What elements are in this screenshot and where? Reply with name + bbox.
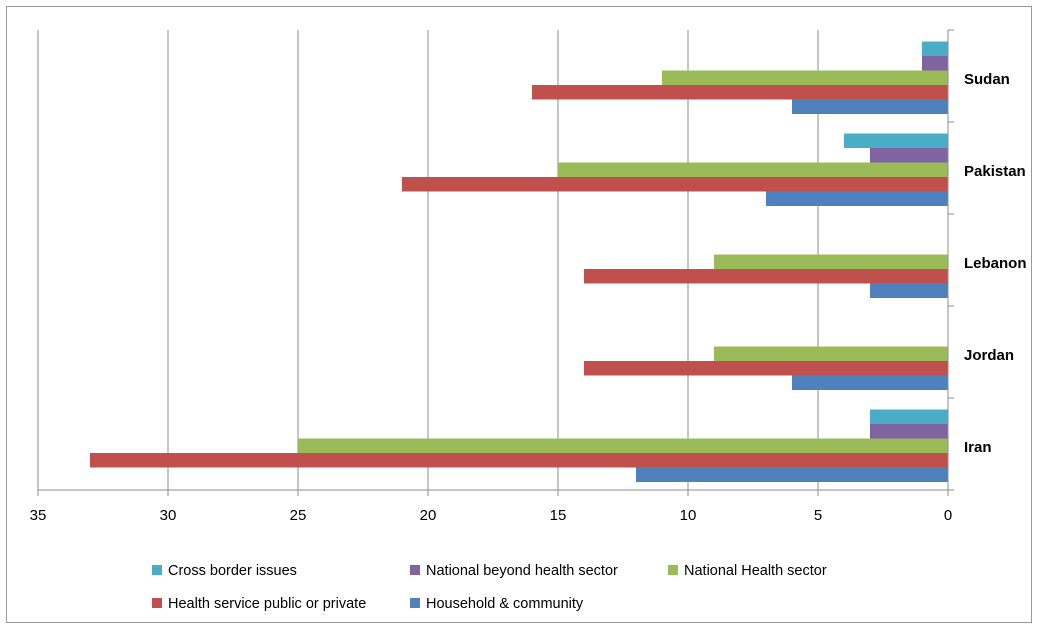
category-label: Jordan xyxy=(964,347,1014,364)
bar-pakistan-4 xyxy=(402,177,948,192)
x-tick-label: 35 xyxy=(30,507,47,524)
bar-lebanon-5 xyxy=(870,283,948,298)
labels: 35 30 25 20 15 10 5 0 Iran Jordan Lebanon Pakistan S… xyxy=(30,71,1027,524)
x-tick-label: 25 xyxy=(290,507,307,524)
legend: Cross border issues National beyond healt… xyxy=(152,563,827,612)
x-tick-label: 20 xyxy=(420,507,437,524)
axes xyxy=(37,29,954,496)
legend-swatch xyxy=(152,565,162,575)
x-tick-label: 10 xyxy=(680,507,697,524)
category-label: Pakistan xyxy=(964,163,1026,180)
bar-lebanon-4 xyxy=(584,269,948,284)
bar-sudan-3 xyxy=(662,70,948,85)
legend-item: National beyond health sector xyxy=(410,563,618,579)
legend-swatch xyxy=(410,565,420,575)
bar-sudan-4 xyxy=(532,85,948,100)
gridlines xyxy=(37,30,819,490)
legend-label: Cross border issues xyxy=(168,563,297,579)
bar-sudan-1 xyxy=(922,41,948,56)
legend-swatch xyxy=(668,565,678,575)
bar-iran-1 xyxy=(870,409,948,424)
bar-sudan-2 xyxy=(922,56,948,71)
bar-jordan-4 xyxy=(584,361,948,376)
bar-pakistan-5 xyxy=(766,191,948,206)
bar-iran-5 xyxy=(636,467,948,482)
bar-iran-3 xyxy=(298,438,948,453)
bar-pakistan-2 xyxy=(870,148,948,163)
bar-iran-2 xyxy=(870,424,948,439)
bar-jordan-3 xyxy=(714,346,948,361)
legend-label: Health service public or private xyxy=(168,596,366,612)
x-tick-label: 15 xyxy=(550,507,567,524)
x-tick-label: 30 xyxy=(160,507,177,524)
bar-pakistan-3 xyxy=(558,162,948,177)
legend-item: Health service public or private xyxy=(152,596,366,612)
legend-label: National beyond health sector xyxy=(426,563,618,579)
x-tick-label: 5 xyxy=(814,507,822,524)
legend-swatch xyxy=(410,598,420,608)
legend-label: Household & community xyxy=(426,596,584,612)
bar-lebanon-3 xyxy=(714,254,948,269)
legend-item: National Health sector xyxy=(668,563,827,579)
category-label: Sudan xyxy=(964,71,1010,88)
legend-item: Cross border issues xyxy=(152,563,297,579)
x-tick-label: 0 xyxy=(944,507,952,524)
legend-label: National Health sector xyxy=(684,563,827,579)
legend-swatch xyxy=(152,598,162,608)
category-label: Lebanon xyxy=(964,255,1027,272)
legend-item: Household & community xyxy=(410,596,584,612)
bar-iran-4 xyxy=(90,453,948,468)
category-label: Iran xyxy=(964,439,992,456)
bar-pakistan-1 xyxy=(844,133,948,148)
bar-jordan-5 xyxy=(792,375,948,390)
bar-sudan-5 xyxy=(792,99,948,114)
bars xyxy=(90,41,948,482)
